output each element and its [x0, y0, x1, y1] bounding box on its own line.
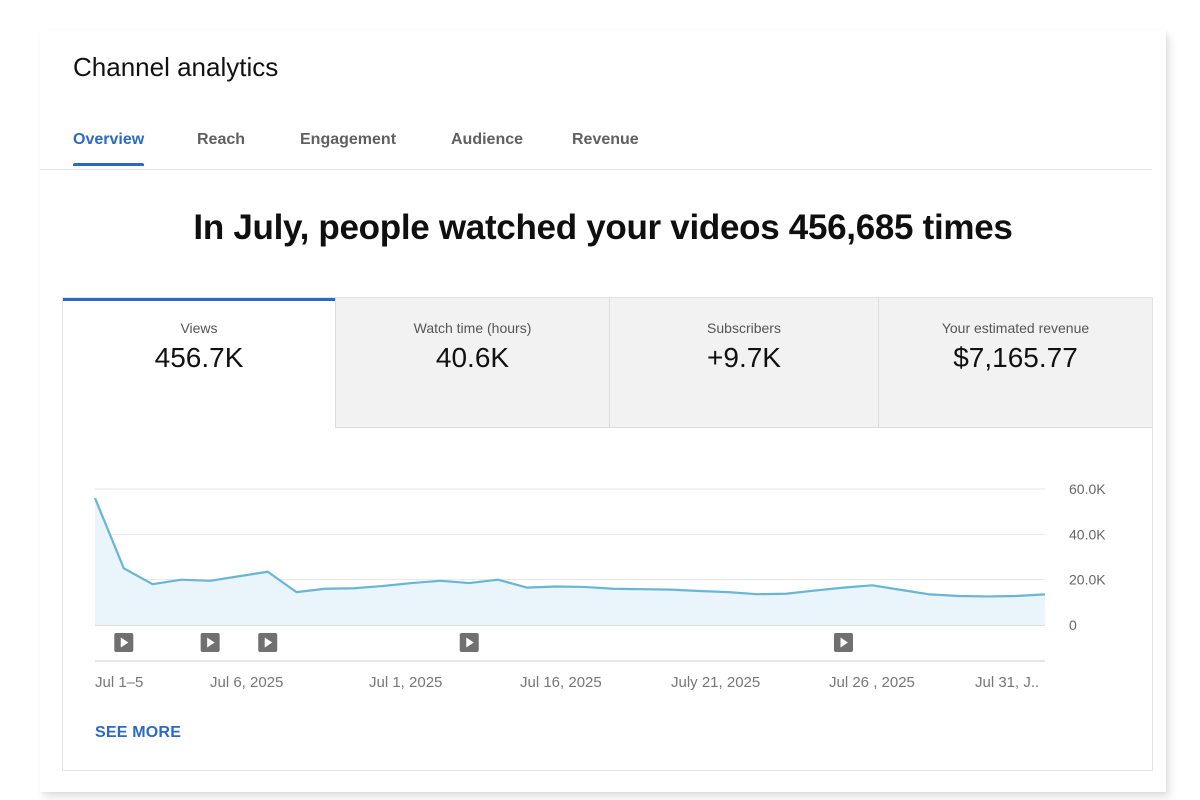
- views-chart: 60.0K 40.0K 20.0K 0 Jul 1–5 Jul 6, 2025 Jul 1,…: [63, 428, 1152, 698]
- x-tick-label: Jul 6, 2025: [210, 674, 283, 691]
- metric-card-views[interactable]: Views 456.7K: [63, 298, 335, 428]
- play-icon: [840, 637, 848, 648]
- metric-value: +9.7K: [707, 342, 781, 373]
- play-icon: [120, 637, 129, 648]
- metric-label: Watch time (hours): [413, 320, 532, 336]
- x-tick-label: Jul 1–5: [95, 674, 143, 691]
- views-line: [93, 497, 1046, 598]
- x-tick-label: Jul 16, 2025: [520, 674, 602, 691]
- y-tick-label: 0: [1069, 617, 1077, 633]
- tab-audience[interactable]: Audience: [451, 131, 524, 148]
- see-more-link[interactable]: SEE MORE: [95, 724, 182, 741]
- analytics-page: Channel analytics Overview Reach Engagem…: [40, 30, 1166, 792]
- tab-engagement[interactable]: Engagement: [300, 131, 397, 148]
- tab-overview[interactable]: Overview: [73, 131, 145, 166]
- views-chart-svg: 60.0K 40.0K 20.0K 0 Jul 1–5 Jul 6, 2025 Jul 1,…: [93, 481, 1106, 691]
- play-icon: [466, 637, 474, 648]
- tab-bar: Overview Reach Engagement Audience Reven…: [40, 118, 1152, 170]
- views-area-fill: [95, 498, 1045, 625]
- analytics-card: Views 456.7K Watch time (hours) 40.6K Su…: [62, 297, 1153, 771]
- metric-label: Subscribers: [707, 320, 781, 336]
- play-icon: [264, 637, 273, 648]
- y-tick-label: 20.0K: [1069, 572, 1106, 588]
- metric-value: $7,165.77: [953, 342, 1078, 373]
- play-icon: [207, 637, 215, 648]
- page-title: Channel analytics: [73, 52, 279, 82]
- x-tick-label: July 21, 2025: [671, 674, 760, 691]
- x-tick-label: Jul 1, 2025: [369, 674, 442, 691]
- metric-value: 40.6K: [435, 342, 510, 373]
- x-tick-label: Jul 26 , 2025: [829, 674, 915, 691]
- metric-label: Views: [180, 320, 218, 336]
- metric-cards: Views 456.7K Watch time (hours) 40.6K Su…: [63, 298, 1152, 428]
- y-tick-label: 60.0K: [1069, 481, 1106, 497]
- tab-reach[interactable]: Reach: [197, 131, 246, 148]
- x-tick-label: Jul 31, J..: [975, 674, 1039, 691]
- y-tick-label: 40.0K: [1069, 526, 1106, 542]
- tab-revenue[interactable]: Revenue: [572, 131, 639, 148]
- metric-label: Your estimated revenue: [941, 320, 1090, 336]
- metric-card-revenue[interactable]: Your estimated revenue $7,165.77: [878, 298, 1152, 428]
- metric-value: 456.7K: [154, 342, 244, 373]
- metric-card-watch-time[interactable]: Watch time (hours) 40.6K: [335, 298, 609, 428]
- headline: In July, people watched your videos 456,…: [193, 208, 1013, 247]
- metric-card-subscribers[interactable]: Subscribers +9.7K: [609, 298, 878, 428]
